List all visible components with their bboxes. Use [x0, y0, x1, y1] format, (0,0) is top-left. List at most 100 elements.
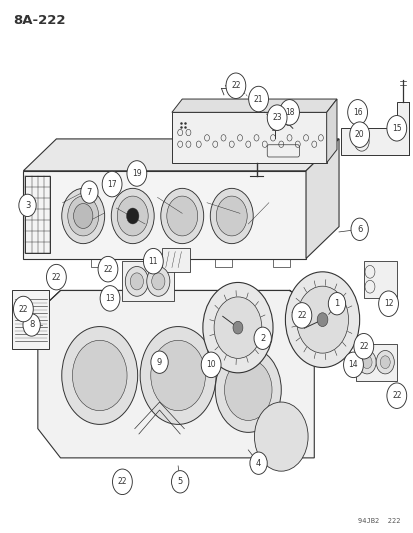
- Text: 10: 10: [206, 360, 216, 369]
- Circle shape: [146, 266, 169, 296]
- Circle shape: [224, 359, 271, 421]
- Circle shape: [150, 340, 205, 411]
- Circle shape: [214, 297, 261, 358]
- Circle shape: [201, 352, 221, 377]
- Circle shape: [81, 181, 98, 203]
- Circle shape: [111, 188, 154, 244]
- Text: 5: 5: [177, 478, 183, 486]
- Circle shape: [207, 337, 230, 367]
- Polygon shape: [12, 290, 49, 349]
- Text: 8: 8: [29, 320, 34, 329]
- Polygon shape: [171, 112, 326, 163]
- Circle shape: [14, 296, 33, 322]
- Text: 1: 1: [334, 299, 339, 308]
- Text: 94JB2  222: 94JB2 222: [358, 518, 400, 524]
- Circle shape: [117, 196, 148, 236]
- Polygon shape: [38, 290, 313, 458]
- Circle shape: [19, 194, 36, 216]
- Circle shape: [102, 171, 122, 197]
- Circle shape: [349, 122, 369, 148]
- Text: 14: 14: [348, 360, 357, 369]
- Circle shape: [296, 286, 348, 353]
- Text: 3: 3: [25, 201, 30, 210]
- Circle shape: [353, 334, 373, 359]
- Circle shape: [160, 188, 203, 244]
- Text: 22: 22: [391, 391, 401, 400]
- Polygon shape: [171, 99, 336, 112]
- Text: 15: 15: [391, 124, 401, 133]
- Circle shape: [279, 100, 299, 125]
- Text: 22: 22: [19, 304, 28, 313]
- Circle shape: [316, 313, 327, 327]
- Text: 22: 22: [297, 311, 306, 320]
- Circle shape: [150, 351, 168, 373]
- Circle shape: [248, 86, 268, 112]
- Polygon shape: [23, 171, 305, 259]
- Text: 22: 22: [52, 273, 61, 281]
- Text: 2: 2: [259, 334, 265, 343]
- Text: 16: 16: [352, 108, 361, 117]
- Polygon shape: [363, 261, 396, 298]
- Text: 20: 20: [354, 130, 363, 139]
- Circle shape: [254, 327, 271, 350]
- Circle shape: [254, 402, 307, 471]
- Circle shape: [386, 383, 406, 408]
- Circle shape: [143, 248, 163, 274]
- Circle shape: [72, 340, 127, 411]
- Polygon shape: [340, 102, 408, 155]
- Circle shape: [100, 286, 120, 311]
- Text: 12: 12: [383, 299, 392, 308]
- Text: 19: 19: [132, 169, 141, 178]
- Text: 8A-222: 8A-222: [13, 14, 65, 27]
- Circle shape: [112, 469, 132, 495]
- Circle shape: [357, 351, 375, 374]
- Text: 22: 22: [117, 478, 127, 486]
- Circle shape: [233, 321, 242, 334]
- Circle shape: [225, 73, 245, 99]
- Circle shape: [202, 282, 272, 373]
- Circle shape: [285, 272, 359, 368]
- Circle shape: [68, 196, 98, 236]
- Circle shape: [216, 196, 247, 236]
- Text: 23: 23: [272, 113, 281, 122]
- Circle shape: [62, 327, 138, 424]
- Circle shape: [125, 266, 148, 296]
- Polygon shape: [326, 99, 336, 163]
- Polygon shape: [122, 261, 173, 301]
- Circle shape: [215, 348, 280, 432]
- Circle shape: [127, 161, 146, 186]
- Circle shape: [375, 351, 393, 374]
- Text: 21: 21: [253, 94, 263, 103]
- Polygon shape: [305, 139, 338, 259]
- Circle shape: [267, 105, 286, 131]
- Text: 7: 7: [86, 188, 92, 197]
- Text: 6: 6: [356, 225, 361, 234]
- Circle shape: [151, 273, 164, 290]
- Text: 9: 9: [157, 358, 162, 367]
- Circle shape: [350, 218, 368, 240]
- Circle shape: [98, 256, 118, 282]
- Circle shape: [166, 196, 197, 236]
- Circle shape: [130, 273, 143, 290]
- Circle shape: [328, 293, 345, 315]
- Text: 22: 22: [358, 342, 368, 351]
- Circle shape: [347, 100, 367, 125]
- Text: 4: 4: [255, 459, 261, 467]
- Circle shape: [46, 264, 66, 290]
- Circle shape: [23, 314, 40, 336]
- Circle shape: [386, 116, 406, 141]
- Circle shape: [140, 327, 216, 424]
- Circle shape: [171, 471, 188, 493]
- Circle shape: [62, 188, 104, 244]
- Circle shape: [380, 356, 389, 368]
- Text: 22: 22: [230, 81, 240, 90]
- Circle shape: [378, 291, 397, 317]
- Polygon shape: [161, 248, 190, 272]
- Polygon shape: [23, 139, 338, 171]
- Circle shape: [291, 303, 311, 328]
- Circle shape: [343, 352, 363, 377]
- Polygon shape: [355, 344, 396, 381]
- Circle shape: [126, 208, 139, 224]
- Text: 22: 22: [103, 265, 112, 273]
- Circle shape: [249, 452, 267, 474]
